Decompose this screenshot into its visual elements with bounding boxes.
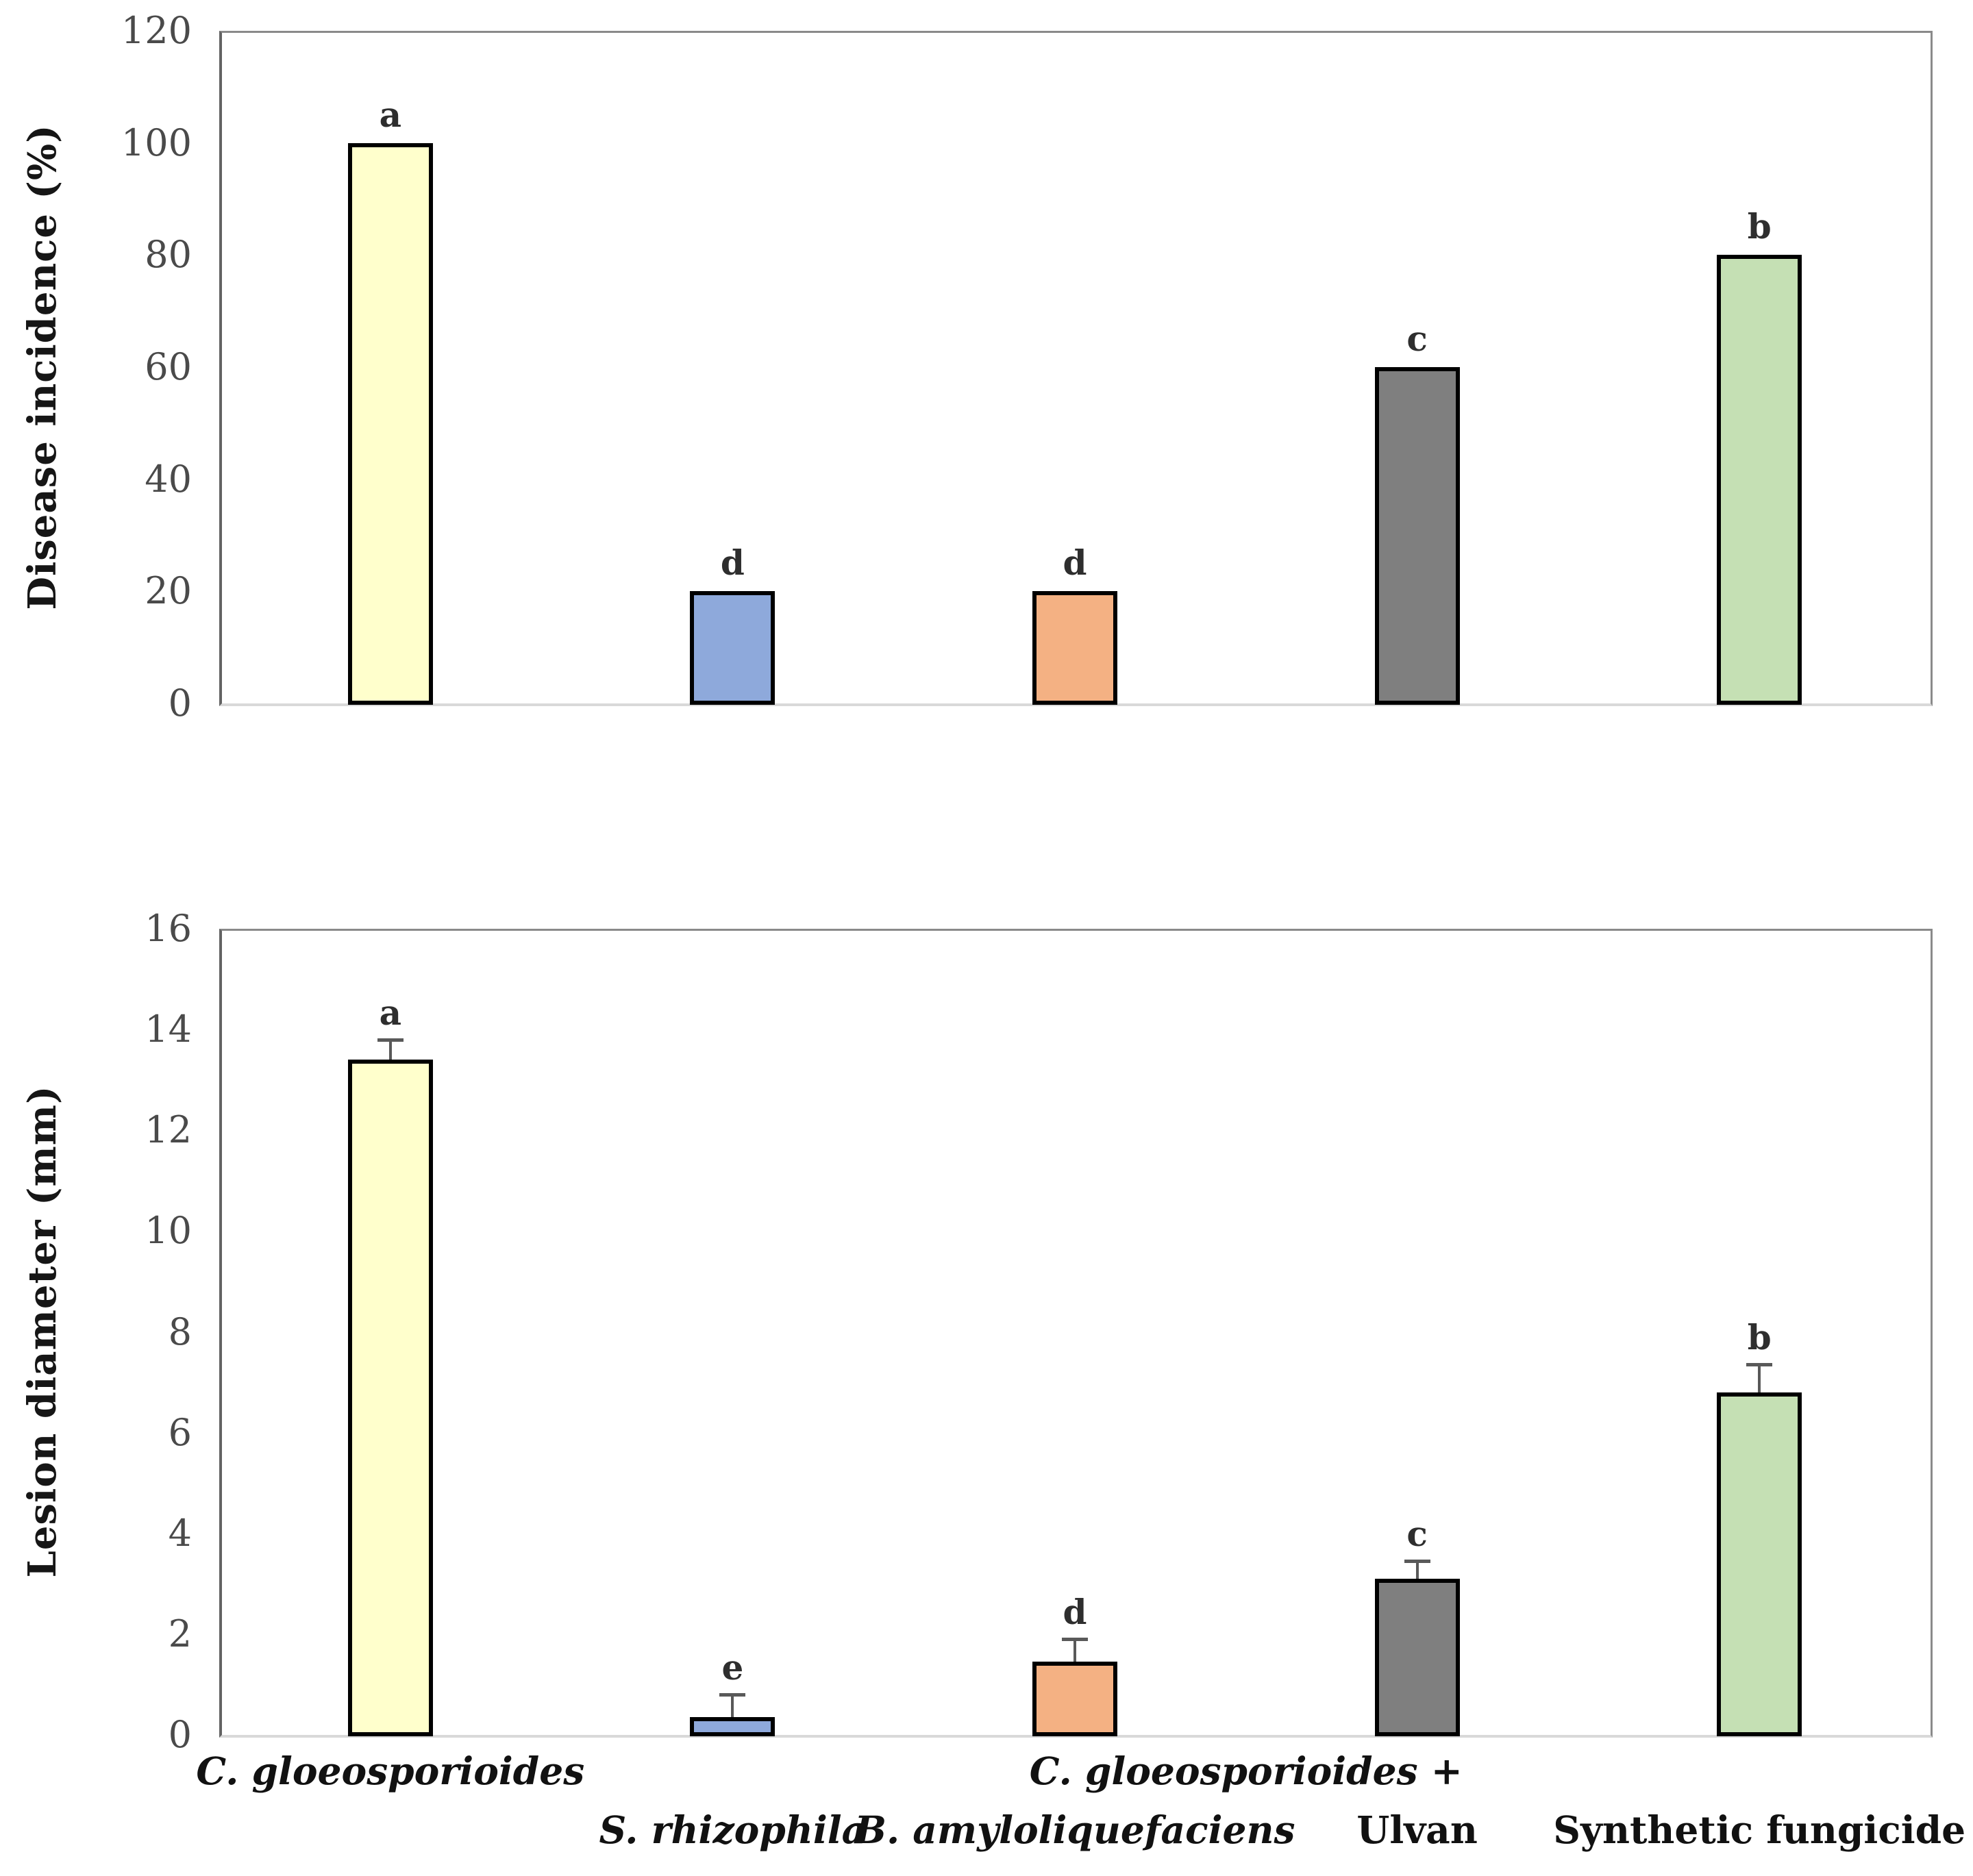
- y-tick-label: 4: [168, 1511, 192, 1555]
- significance-letter: c: [1406, 1514, 1428, 1555]
- y-tick-label: 14: [145, 1008, 192, 1051]
- y-tick-label: 80: [145, 233, 192, 277]
- error-bar-cap: [1062, 1638, 1088, 1642]
- bar: [1374, 367, 1460, 705]
- significance-letter: c: [1406, 318, 1428, 359]
- x-axis-label: C. gloeosporioides: [196, 1749, 585, 1793]
- error-bar-cap: [1404, 1560, 1430, 1564]
- significance-letter: e: [721, 1647, 744, 1688]
- significance-letter: d: [1063, 542, 1087, 584]
- y-tick-label: 16: [145, 907, 192, 950]
- y-tick-label: 10: [145, 1209, 192, 1253]
- y-tick-label: 20: [145, 569, 192, 613]
- y-tick-label: 40: [145, 457, 192, 501]
- significance-letter: a: [379, 992, 401, 1033]
- error-bar-cap: [1746, 1363, 1773, 1367]
- error-bar: [388, 1039, 392, 1060]
- bar: [1374, 1578, 1460, 1736]
- y-tick-label: 120: [121, 9, 192, 52]
- significance-letter: d: [1063, 1592, 1087, 1633]
- x-axis-label: S. rhizophila: [599, 1808, 867, 1852]
- y-tick-label: 6: [168, 1410, 192, 1454]
- y-tick-label: 12: [145, 1108, 192, 1152]
- bar: [690, 1717, 775, 1736]
- y-tick-label: 0: [168, 1713, 192, 1756]
- bar: [1717, 1392, 1802, 1736]
- bar: [690, 591, 775, 705]
- x-axis-label: Ulvan: [1356, 1808, 1478, 1852]
- error-bar: [1758, 1364, 1761, 1392]
- bar: [1032, 1662, 1117, 1736]
- error-bar: [1415, 1561, 1419, 1579]
- x-axis-label: Synthetic fungicide: [1553, 1808, 1966, 1852]
- bar: [347, 142, 433, 705]
- error-bar: [731, 1694, 734, 1718]
- significance-letter: b: [1747, 1317, 1772, 1358]
- significance-letter: d: [720, 542, 745, 584]
- y-tick-label: 100: [121, 121, 192, 164]
- error-bar-cap: [377, 1038, 404, 1042]
- error-bar-cap: [719, 1693, 746, 1697]
- x-axis-label: C. gloeosporioides +: [1029, 1749, 1463, 1793]
- y-tick-label: 0: [168, 681, 192, 725]
- significance-letter: a: [379, 94, 401, 135]
- bar: [1032, 591, 1117, 705]
- bar: [347, 1060, 433, 1736]
- significance-letter: b: [1747, 206, 1772, 247]
- plot-area-lesion-diameter: [219, 929, 1933, 1738]
- y-tick-label: 8: [168, 1310, 192, 1353]
- x-axis-label: B. amyloliquefaciens: [854, 1808, 1295, 1852]
- y-tick-label: 2: [168, 1612, 192, 1655]
- error-bar: [1074, 1639, 1076, 1662]
- y-tick-label: 60: [145, 345, 192, 388]
- bar: [1717, 255, 1802, 705]
